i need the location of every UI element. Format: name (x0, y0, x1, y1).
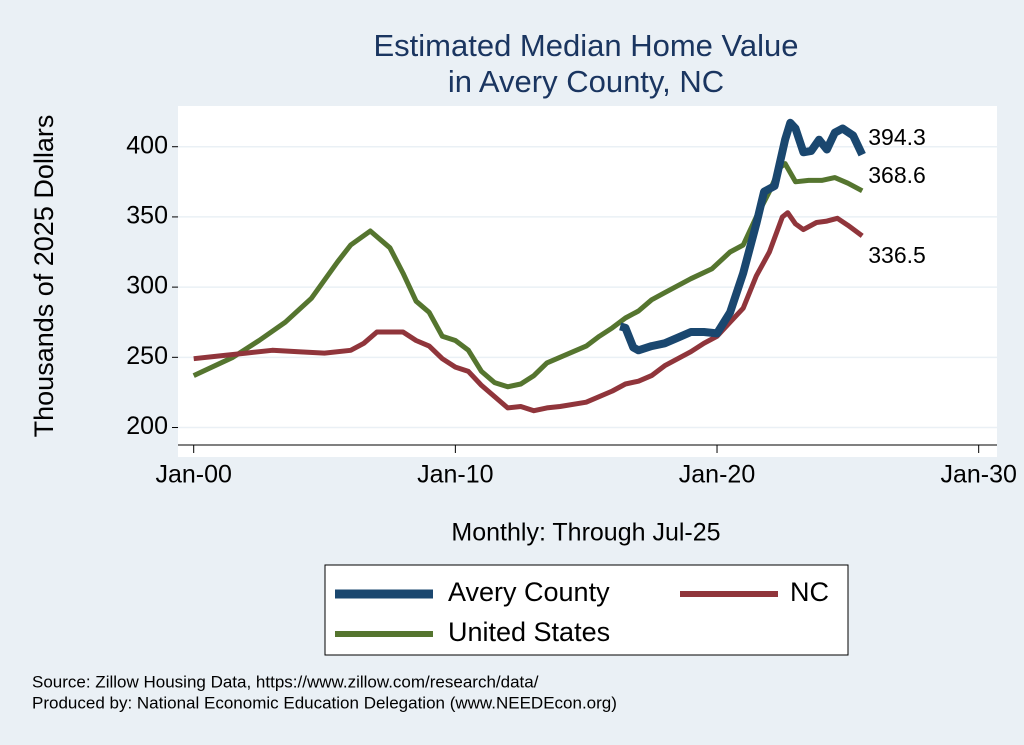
value-label: 394.3 (868, 124, 926, 150)
plot-area (178, 106, 997, 457)
y-axis-label: Thousands of 2025 Dollars (29, 115, 59, 438)
value-label: 368.6 (868, 162, 926, 188)
legend-label: NC (790, 577, 829, 607)
note: Produced by: National Economic Education… (32, 693, 617, 712)
x-tick-label: Jan-10 (417, 461, 493, 489)
y-tick-label: 350 (126, 202, 168, 230)
x-axis-label: Monthly: Through Jul-25 (451, 519, 720, 547)
chart-title: in Avery County, NC (448, 64, 724, 99)
line (193, 210, 864, 414)
chart-title: Estimated Median Home Value (373, 28, 798, 63)
y-tick-label: 400 (126, 131, 168, 159)
x-tick-label: Jan-00 (155, 461, 231, 489)
note: Source: Zillow Housing Data, https://www… (32, 672, 539, 691)
line (619, 118, 866, 355)
legend-label: United States (448, 617, 610, 647)
y-tick-label: 250 (126, 342, 168, 370)
y-tick-label: 300 (126, 272, 168, 300)
y-tick-label: 200 (126, 412, 168, 440)
value-label: 336.5 (868, 242, 926, 268)
x-tick-label: Jan-20 (679, 461, 755, 489)
legend-label: Avery County (448, 577, 610, 607)
x-tick-label: Jan-30 (940, 461, 1016, 489)
legend (324, 564, 849, 656)
